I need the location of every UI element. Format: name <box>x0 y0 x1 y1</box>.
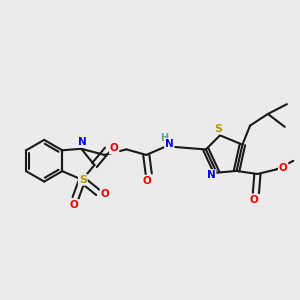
Text: O: O <box>100 189 109 199</box>
Text: O: O <box>70 200 79 210</box>
Text: O: O <box>143 176 152 186</box>
Text: N: N <box>165 139 174 149</box>
Text: S: S <box>214 124 223 134</box>
Text: O: O <box>250 195 259 205</box>
Text: O: O <box>279 163 288 173</box>
Text: N: N <box>207 170 216 180</box>
Text: S: S <box>79 175 87 185</box>
Text: H: H <box>160 133 168 143</box>
Text: N: N <box>78 137 87 147</box>
Text: O: O <box>110 143 118 153</box>
